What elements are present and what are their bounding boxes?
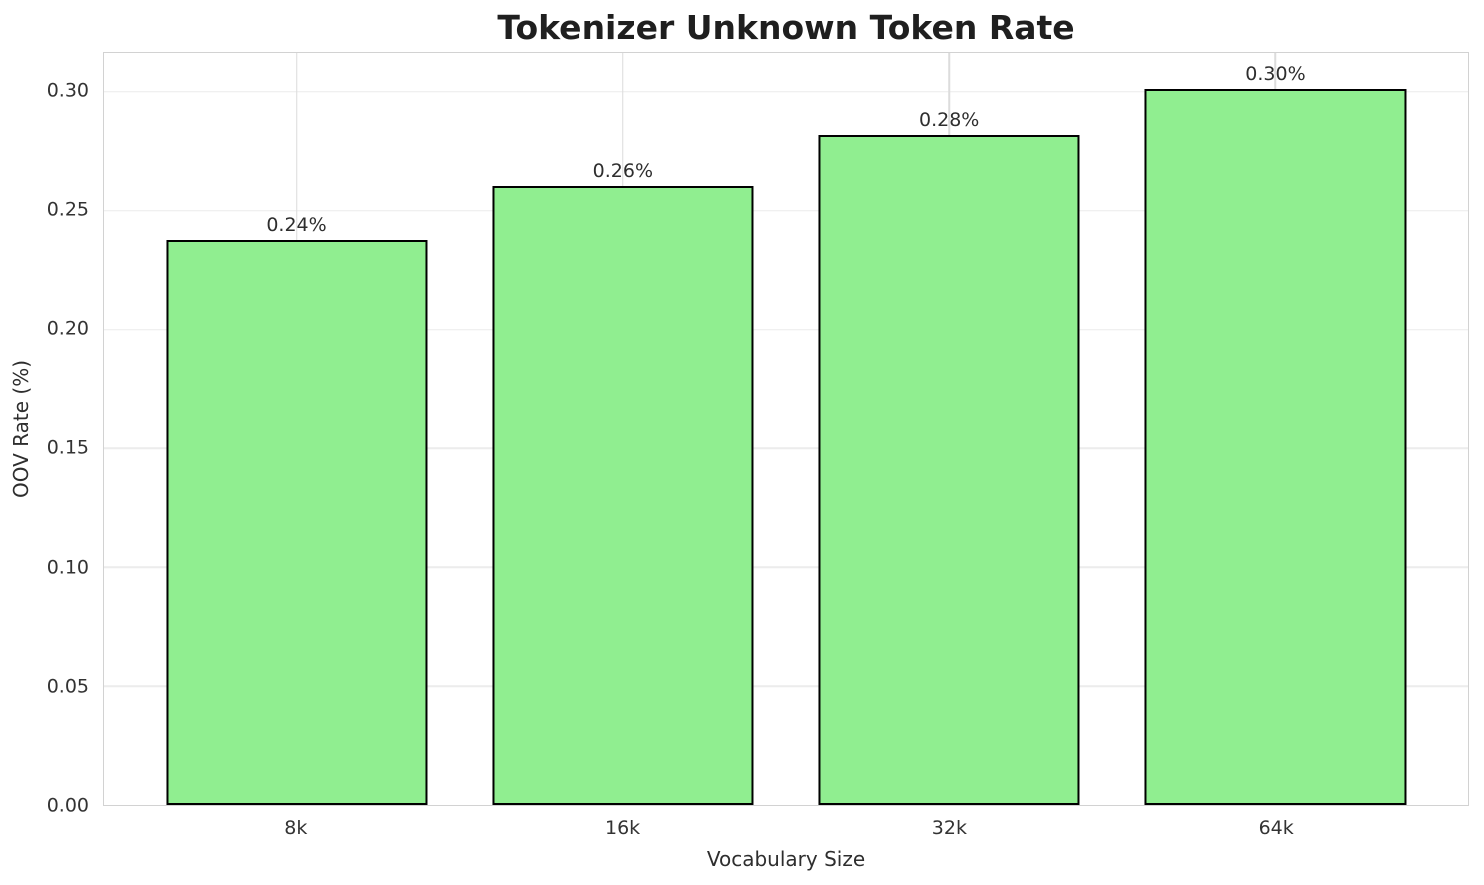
bar <box>1144 88 1406 805</box>
y-tick-label: 0.15 <box>46 436 89 459</box>
y-tick-label: 0.25 <box>46 198 89 221</box>
x-tick-label: 8k <box>284 817 308 839</box>
bar <box>492 185 754 805</box>
horizontal-gridline <box>104 566 1468 568</box>
x-tick-label: 16k <box>605 817 641 839</box>
y-tick-label: 0.00 <box>46 794 89 817</box>
plot-area: 0.24% 0.26% 0.28% 0.30% <box>103 52 1469 806</box>
y-axis-tick-labels: 0.00 0.05 0.10 0.15 0.20 0.25 0.30 <box>0 52 89 815</box>
bar-value-label: 0.28% <box>918 109 980 132</box>
y-tick-label: 0.30 <box>46 79 89 102</box>
bar-value-label: 0.30% <box>1245 62 1306 85</box>
horizontal-gridline <box>104 328 1468 331</box>
y-tick-label: 0.05 <box>46 675 89 698</box>
bar-value-label: 0.26% <box>592 159 654 182</box>
y-tick-label: 0.20 <box>46 317 89 340</box>
bar-value-label: 0.24% <box>266 214 327 237</box>
x-axis-label: Vocabulary Size <box>706 847 866 871</box>
horizontal-gridline <box>104 685 1468 687</box>
horizontal-gridline <box>104 447 1468 450</box>
y-tick-label: 0.10 <box>46 556 89 579</box>
horizontal-gridline <box>104 209 1468 212</box>
x-tick-label: 32k <box>931 817 967 839</box>
x-axis-tick-labels: 8k 16k 32k 64k <box>103 806 1469 846</box>
x-tick-label: 64k <box>1258 817 1294 839</box>
bar <box>165 240 428 805</box>
chart-title: Tokenizer Unknown Token Rate <box>497 8 1075 47</box>
horizontal-gridline <box>104 91 1468 93</box>
bar <box>818 135 1080 805</box>
